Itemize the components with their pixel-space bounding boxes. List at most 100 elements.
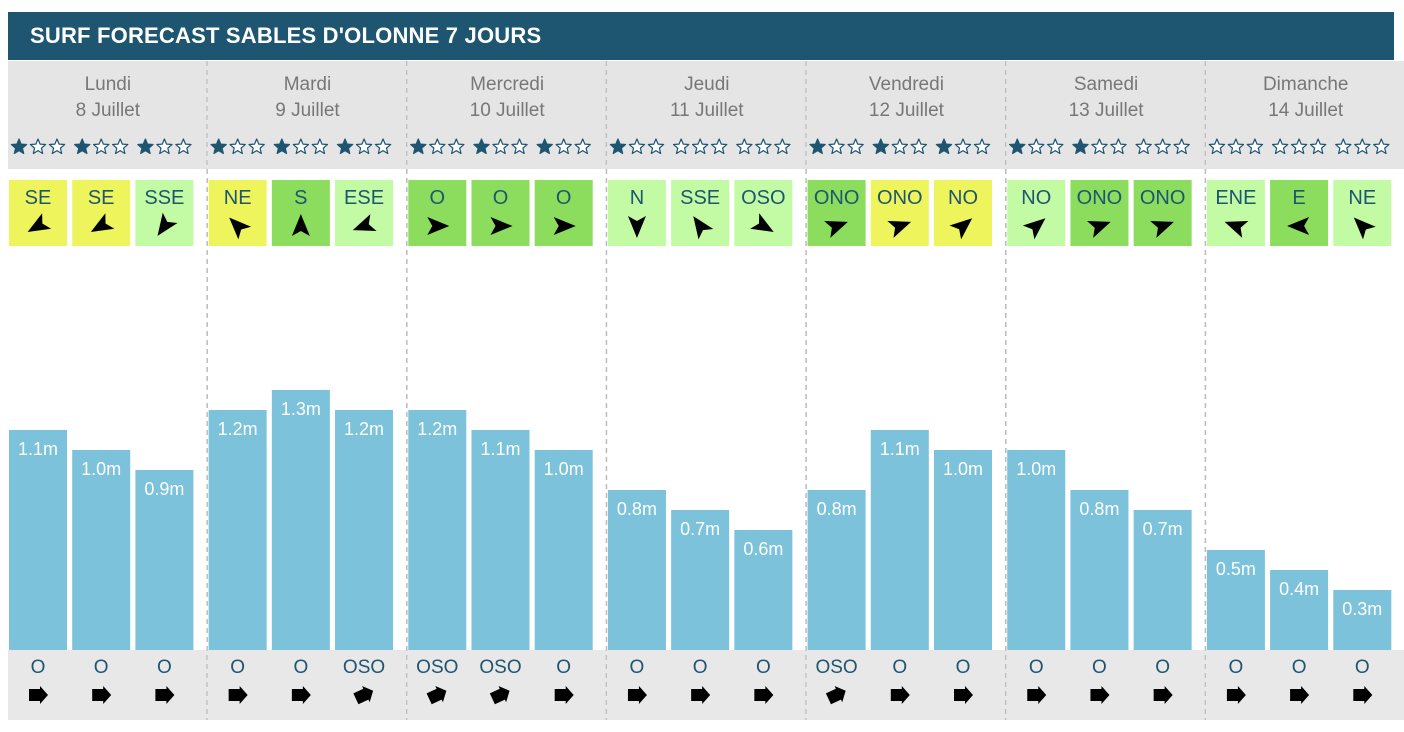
star-empty-icon [555, 138, 572, 155]
star-filled-icon [935, 138, 953, 155]
day-date: 14 Juillet [1268, 100, 1344, 121]
wind-arrow-icon [693, 216, 714, 240]
wind-direction: NE [224, 187, 252, 209]
day-date: 11 Juillet [670, 100, 744, 121]
star-empty-icon [672, 138, 690, 155]
star-empty-icon [1047, 138, 1064, 155]
wind-direction: N [630, 187, 644, 209]
wind-box [807, 180, 866, 246]
wind-direction: SE [25, 187, 52, 209]
day-name: Samedi [1074, 74, 1138, 95]
wind-arrow-icon [824, 220, 848, 238]
swell-arrow-icon [825, 685, 846, 705]
day-name: Lundi [85, 74, 132, 95]
star-filled-icon [137, 138, 154, 155]
star-empty-icon [1373, 138, 1390, 155]
wind-box [471, 180, 530, 246]
wind-arrow-icon [90, 213, 115, 232]
wind-direction: SE [88, 187, 115, 209]
swell-direction: O [1355, 657, 1370, 678]
wave-height-label: 0.8m [617, 499, 657, 519]
wind-box [1133, 180, 1192, 246]
day-name: Jeudi [684, 74, 729, 95]
wave-bar [934, 450, 992, 650]
star-empty-icon [492, 138, 509, 155]
wind-arrow-icon [427, 217, 450, 235]
wind-box [335, 180, 394, 246]
star-empty-icon [175, 138, 192, 155]
star-empty-icon [1309, 138, 1327, 155]
wind-box [135, 180, 194, 246]
star-filled-icon [10, 138, 28, 155]
star-empty-icon [1028, 138, 1045, 155]
swell-direction: O [1155, 657, 1170, 678]
swell-direction: O [31, 657, 46, 678]
star-empty-icon [828, 138, 845, 155]
swell-row [606, 650, 807, 720]
wind-direction: SSE [680, 187, 720, 209]
star-empty-icon [1110, 138, 1127, 155]
wave-bar [208, 410, 267, 650]
wave-bar [471, 430, 530, 650]
wave-bar [671, 510, 730, 650]
star-empty-icon [448, 138, 465, 155]
star-empty-icon [248, 138, 265, 155]
wind-arrow-icon [1224, 220, 1249, 238]
swell-direction: OSO [416, 657, 458, 678]
star-empty-icon [29, 138, 47, 155]
wind-box [72, 180, 131, 246]
wave-height-label: 1.0m [943, 459, 983, 479]
star-filled-icon [410, 138, 427, 155]
wave-height-label: 0.5m [1216, 559, 1256, 579]
star-filled-icon [809, 138, 826, 155]
swell-arrow-icon [29, 686, 48, 704]
wind-box [1206, 180, 1265, 246]
swell-arrow-icon [1027, 686, 1047, 704]
wind-direction: ONO [814, 187, 860, 209]
swell-arrow-icon [155, 686, 175, 704]
wave-height-label: 0.6m [743, 539, 783, 559]
swell-row [806, 650, 1007, 720]
wave-height-label: 0.7m [680, 519, 720, 539]
wind-arrow-icon [352, 214, 377, 232]
wave-bar [734, 530, 793, 650]
wave-height-label: 0.7m [1143, 519, 1183, 539]
wind-arrow-icon [627, 216, 646, 238]
star-filled-icon [273, 138, 291, 155]
wave-height-label: 1.2m [417, 419, 457, 439]
star-empty-icon [1135, 138, 1152, 155]
day-name: Vendredi [869, 74, 944, 95]
swell-direction: O [756, 657, 771, 678]
wind-direction: ONO [877, 187, 923, 209]
swell-arrow-icon [627, 686, 647, 704]
wind-direction: NO [1021, 187, 1051, 209]
swell-arrow-icon [691, 686, 711, 704]
swell-row [1205, 650, 1404, 720]
wave-bar [1206, 550, 1265, 650]
star-empty-icon [429, 138, 446, 155]
wave-bar [335, 410, 394, 650]
star-empty-icon [574, 138, 591, 155]
wind-arrow-icon [887, 220, 912, 238]
swell-direction: O [1229, 657, 1244, 678]
star-filled-icon [1009, 138, 1026, 155]
swell-direction: O [956, 657, 971, 678]
swell-arrow-icon [1290, 686, 1310, 704]
wind-box [408, 180, 467, 246]
wave-bar [607, 490, 666, 650]
day-date: 9 Juillet [275, 100, 340, 121]
wind-direction: ONO [1140, 187, 1186, 209]
wind-box [534, 180, 593, 246]
wave-bar [135, 470, 194, 650]
swell-row [407, 650, 607, 720]
star-filled-icon [872, 138, 890, 155]
wave-height-label: 0.4m [1279, 579, 1319, 599]
wind-direction: NO [948, 187, 978, 209]
wind-arrow-icon [553, 217, 576, 235]
wave-bar [1070, 490, 1129, 650]
wind-arrow-icon [27, 213, 52, 232]
wind-arrow-icon [1353, 217, 1376, 240]
swell-row [207, 650, 408, 720]
swell-arrow-icon [1153, 686, 1173, 704]
wave-bar [1270, 570, 1329, 650]
